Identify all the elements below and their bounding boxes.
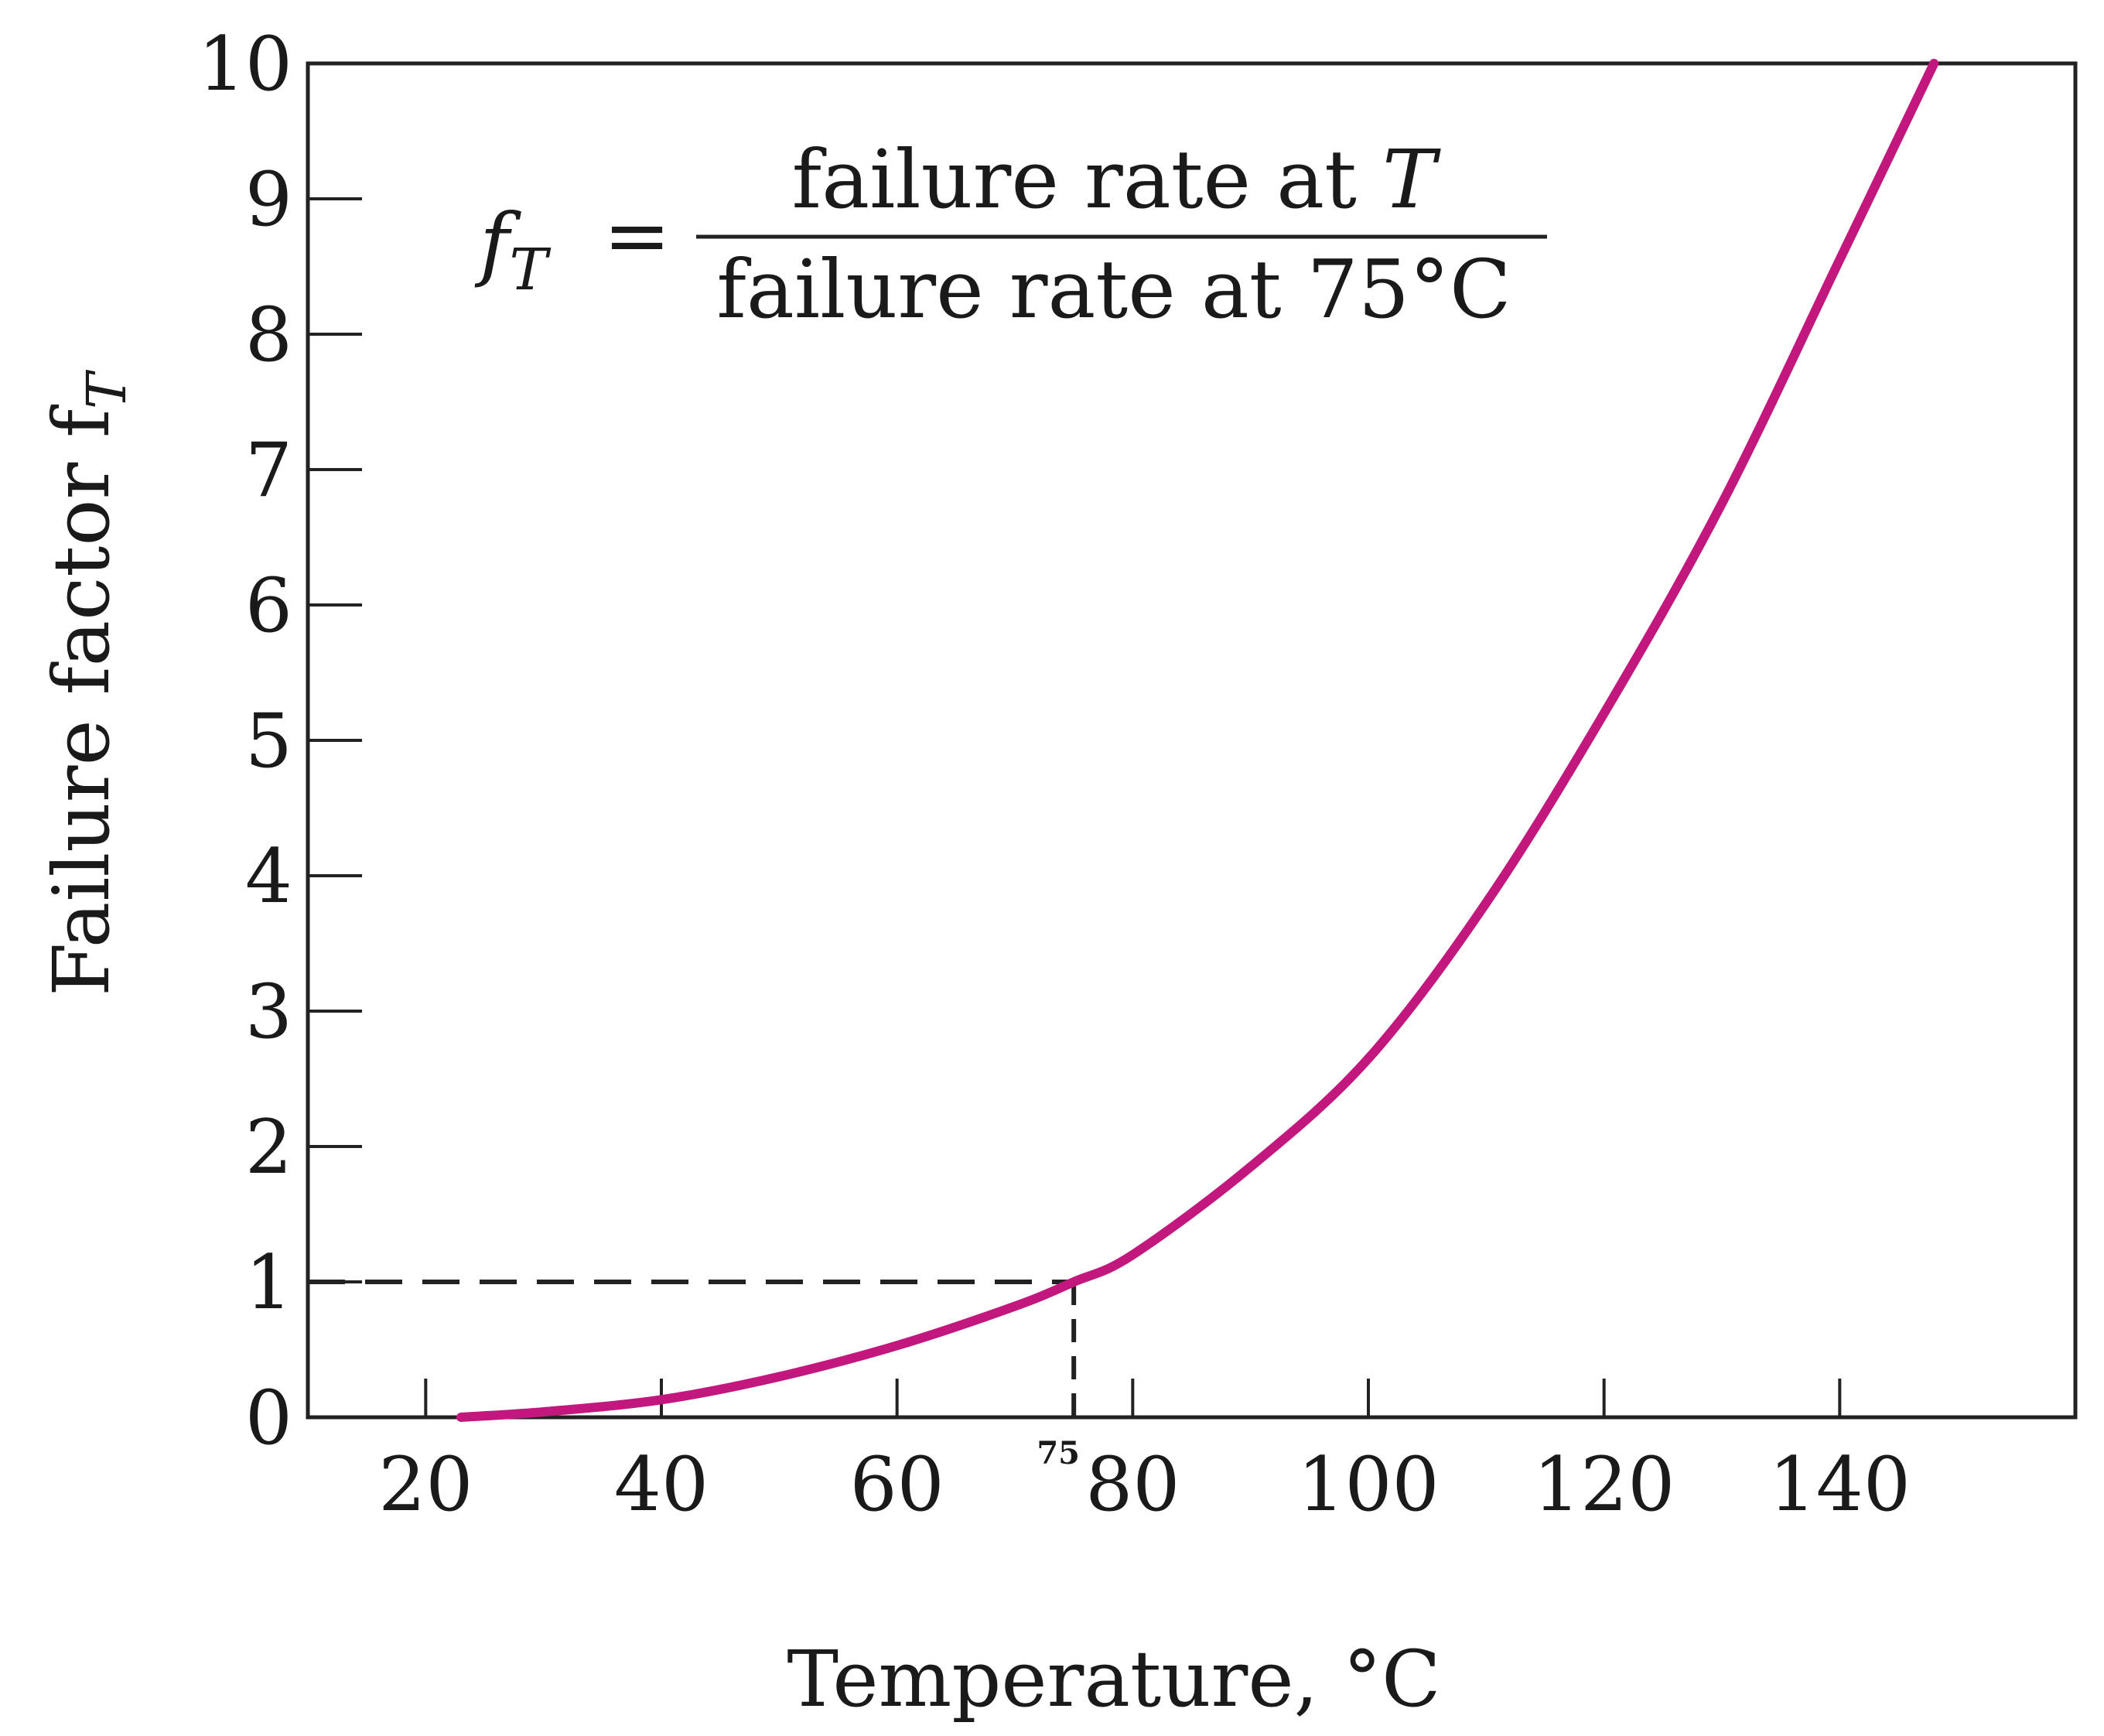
x-tick-label: 60 [850,1441,944,1528]
formula-annotation: fT = failure rate at T failure rate at 7… [474,132,1547,337]
formula-lhs: fT [474,196,552,303]
y-tick-label: 1 [245,1239,292,1326]
y-tick-label: 8 [245,292,292,378]
y-axis-label-main: Failure factor f [36,404,127,996]
series-line [456,59,1939,1422]
formula-numerator: failure rate at T [792,132,1441,227]
y-tick-label: 5 [245,698,292,784]
x-tick-label: 20 [378,1441,473,1528]
y-tick-label: 7 [245,427,292,514]
formula-equals: = [603,188,671,282]
y-tick-label: 10 [198,21,292,108]
y-tick-label: 0 [245,1375,292,1461]
formula-numerator-text: failure rate at [792,132,1382,227]
y-tick-label: 2 [245,1104,292,1191]
formula-numerator-var: T [1382,132,1441,227]
formula-denominator: failure rate at 75°C [716,242,1511,337]
y-tick-label: 3 [245,969,292,1055]
x-axis-ticks: 20 40 60 80 100 120 140 [378,1379,1911,1528]
reference-lines: 75 [308,1280,1080,1471]
y-axis-label: Failure factor fT [36,370,138,996]
x-tick-label: 80 [1085,1441,1180,1528]
y-axis-ticks: 0 1 2 3 4 5 6 7 8 9 10 [198,21,362,1461]
x-tick-label: 40 [614,1441,709,1528]
y-axis-label-subscript: T [75,370,138,409]
y-tick-label: 6 [245,562,292,649]
reference-x-label: 75 [1037,1435,1080,1471]
x-axis-label: Temperature, °C [787,1634,1440,1724]
x-tick-label: 140 [1769,1441,1911,1528]
formula-lhs-subscript: T [510,237,552,303]
x-tick-label: 120 [1533,1441,1675,1528]
y-tick-label: 4 [245,833,292,920]
y-tick-label: 9 [245,156,292,243]
x-tick-label: 100 [1297,1441,1439,1528]
